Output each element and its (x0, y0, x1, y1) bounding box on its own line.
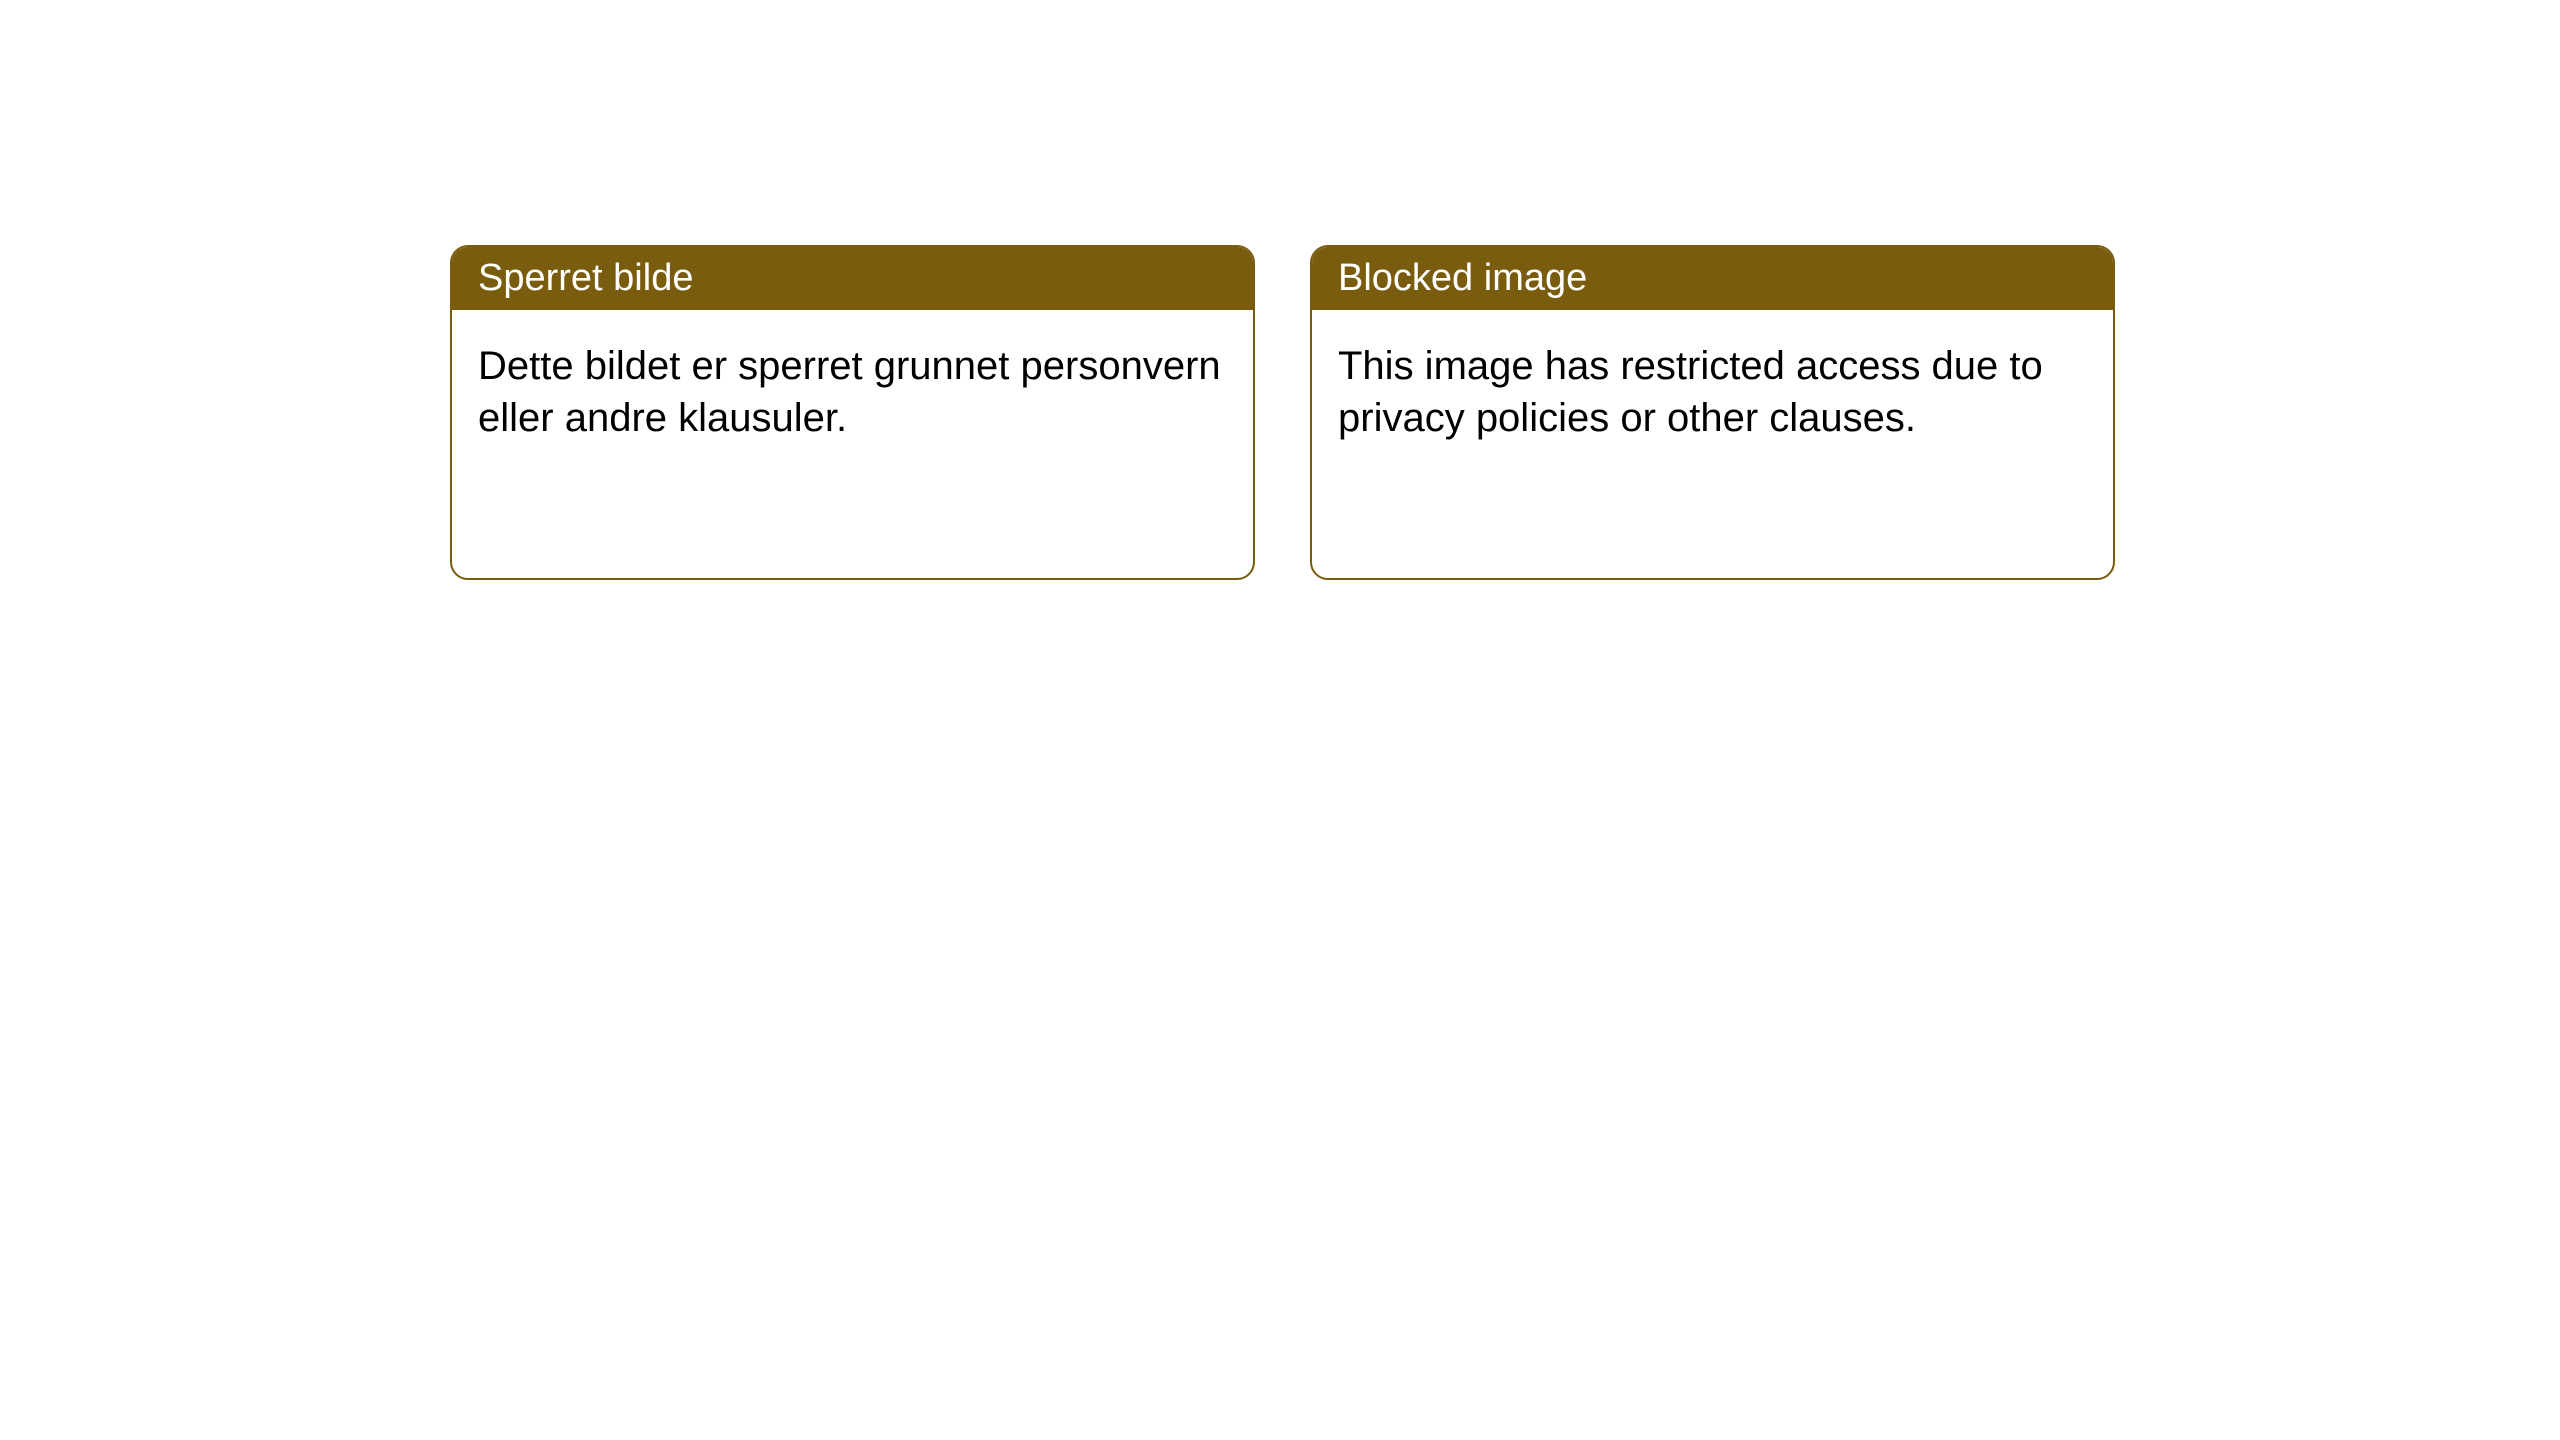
notice-body: Dette bildet er sperret grunnet personve… (452, 310, 1253, 474)
notice-header: Sperret bilde (452, 247, 1253, 310)
notice-card-english: Blocked image This image has restricted … (1310, 245, 2115, 580)
notice-container: Sperret bilde Dette bildet er sperret gr… (0, 0, 2560, 580)
notice-body: This image has restricted access due to … (1312, 310, 2113, 474)
notice-card-norwegian: Sperret bilde Dette bildet er sperret gr… (450, 245, 1255, 580)
notice-header: Blocked image (1312, 247, 2113, 310)
